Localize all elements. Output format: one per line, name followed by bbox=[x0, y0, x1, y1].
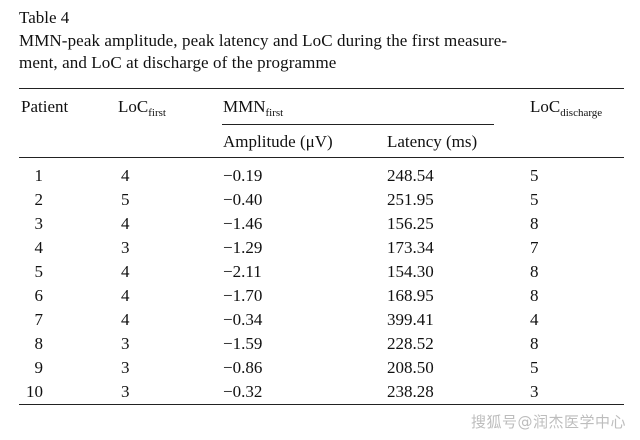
header-latency: Latency (ms) bbox=[387, 132, 478, 151]
cell-latency: 228.52 bbox=[387, 334, 434, 353]
table-row: 2 5 −0.40 251.95 5 bbox=[0, 188, 640, 212]
cell-loc-first: 3 bbox=[121, 238, 130, 257]
table-row: 10 3 −0.32 238.28 3 bbox=[0, 380, 640, 404]
cell-latency: 251.95 bbox=[387, 190, 434, 209]
cell-amplitude: −1.46 bbox=[223, 214, 263, 233]
header-patient: Patient bbox=[21, 97, 69, 116]
cell-loc-first: 3 bbox=[121, 334, 130, 353]
header-loc-first: LoCfirst bbox=[118, 97, 166, 119]
cell-patient: 1 bbox=[34, 166, 44, 185]
table-row: 7 4 −0.34 399.41 4 bbox=[0, 308, 640, 332]
cell-latency: 156.25 bbox=[387, 214, 434, 233]
cell-loc-first: 4 bbox=[121, 214, 130, 233]
table-body: 1 4 −0.19 248.54 5 2 5 −0.40 251.95 5 3 … bbox=[0, 164, 640, 404]
cell-loc-first: 3 bbox=[121, 382, 130, 401]
table-header-rule bbox=[19, 157, 624, 158]
cell-amplitude: −0.34 bbox=[223, 310, 263, 329]
cell-amplitude: −0.40 bbox=[223, 190, 263, 209]
cell-patient: 10 bbox=[26, 382, 43, 401]
cell-loc-discharge: 5 bbox=[530, 166, 539, 185]
table-row: 8 3 −1.59 228.52 8 bbox=[0, 332, 640, 356]
cell-loc-first: 4 bbox=[121, 166, 130, 185]
table-row: 5 4 −2.11 154.30 8 bbox=[0, 260, 640, 284]
table-number: Table 4 bbox=[19, 8, 70, 27]
header-loc-first-subscript: first bbox=[148, 107, 166, 119]
cell-loc-first: 4 bbox=[121, 262, 130, 281]
cell-patient: 7 bbox=[34, 310, 44, 329]
cell-loc-discharge: 8 bbox=[530, 334, 539, 353]
cell-latency: 399.41 bbox=[387, 310, 434, 329]
cell-amplitude: −1.70 bbox=[223, 286, 263, 305]
table-row: 9 3 −0.86 208.50 5 bbox=[0, 356, 640, 380]
cell-loc-discharge: 4 bbox=[530, 310, 539, 329]
header-mmn-main: MMN bbox=[223, 97, 266, 116]
cell-patient: 2 bbox=[34, 190, 44, 209]
cell-latency: 173.34 bbox=[387, 238, 434, 257]
cell-loc-first: 5 bbox=[121, 190, 130, 209]
cell-patient: 4 bbox=[34, 238, 44, 257]
cell-amplitude: −2.11 bbox=[223, 262, 262, 281]
cell-loc-discharge: 8 bbox=[530, 262, 539, 281]
cell-loc-discharge: 8 bbox=[530, 286, 539, 305]
mmn-group-rule bbox=[222, 124, 494, 125]
table-bottom-rule bbox=[19, 404, 624, 405]
header-loc-discharge-subscript: discharge bbox=[560, 107, 603, 119]
header-mmn-first: MMNfirst bbox=[223, 97, 283, 119]
table-row: 3 4 −1.46 156.25 8 bbox=[0, 212, 640, 236]
table-caption: MMN-peak amplitude, peak latency and LoC… bbox=[19, 30, 624, 74]
cell-loc-first: 4 bbox=[121, 310, 130, 329]
watermark-text: 搜狐号@润杰医学中心 bbox=[470, 413, 626, 431]
cell-patient: 3 bbox=[34, 214, 44, 233]
cell-loc-discharge: 5 bbox=[530, 358, 539, 377]
cell-amplitude: −0.19 bbox=[223, 166, 263, 185]
caption-line: MMN-peak amplitude, peak latency and LoC… bbox=[19, 31, 508, 50]
cell-amplitude: −1.59 bbox=[223, 334, 263, 353]
cell-latency: 248.54 bbox=[387, 166, 434, 185]
cell-latency: 168.95 bbox=[387, 286, 434, 305]
table-top-rule bbox=[19, 88, 624, 89]
cell-patient: 9 bbox=[34, 358, 44, 377]
cell-patient: 6 bbox=[34, 286, 44, 305]
caption-line: ment, and LoC at discharge of the progra… bbox=[19, 53, 337, 72]
table-row: 1 4 −0.19 248.54 5 bbox=[0, 164, 640, 188]
cell-loc-discharge: 3 bbox=[530, 382, 539, 401]
header-loc-discharge: LoCdischarge bbox=[530, 97, 602, 119]
cell-loc-first: 4 bbox=[121, 286, 130, 305]
cell-amplitude: −0.86 bbox=[223, 358, 263, 377]
cell-loc-discharge: 5 bbox=[530, 190, 539, 209]
header-amplitude: Amplitude (μV) bbox=[223, 132, 333, 151]
cell-patient: 5 bbox=[34, 262, 44, 281]
cell-amplitude: −1.29 bbox=[223, 238, 263, 257]
table-row: 6 4 −1.70 168.95 8 bbox=[0, 284, 640, 308]
cell-latency: 208.50 bbox=[387, 358, 434, 377]
header-loc-discharge-main: LoC bbox=[530, 97, 561, 116]
cell-loc-discharge: 8 bbox=[530, 214, 539, 233]
cell-patient: 8 bbox=[34, 334, 44, 353]
cell-amplitude: −0.32 bbox=[223, 382, 263, 401]
cell-loc-first: 3 bbox=[121, 358, 130, 377]
cell-loc-discharge: 7 bbox=[530, 238, 539, 257]
table-row: 4 3 −1.29 173.34 7 bbox=[0, 236, 640, 260]
header-mmn-subscript: first bbox=[265, 107, 284, 119]
cell-latency: 154.30 bbox=[387, 262, 434, 281]
cell-latency: 238.28 bbox=[387, 382, 434, 401]
header-loc-first-main: LoC bbox=[118, 97, 149, 116]
